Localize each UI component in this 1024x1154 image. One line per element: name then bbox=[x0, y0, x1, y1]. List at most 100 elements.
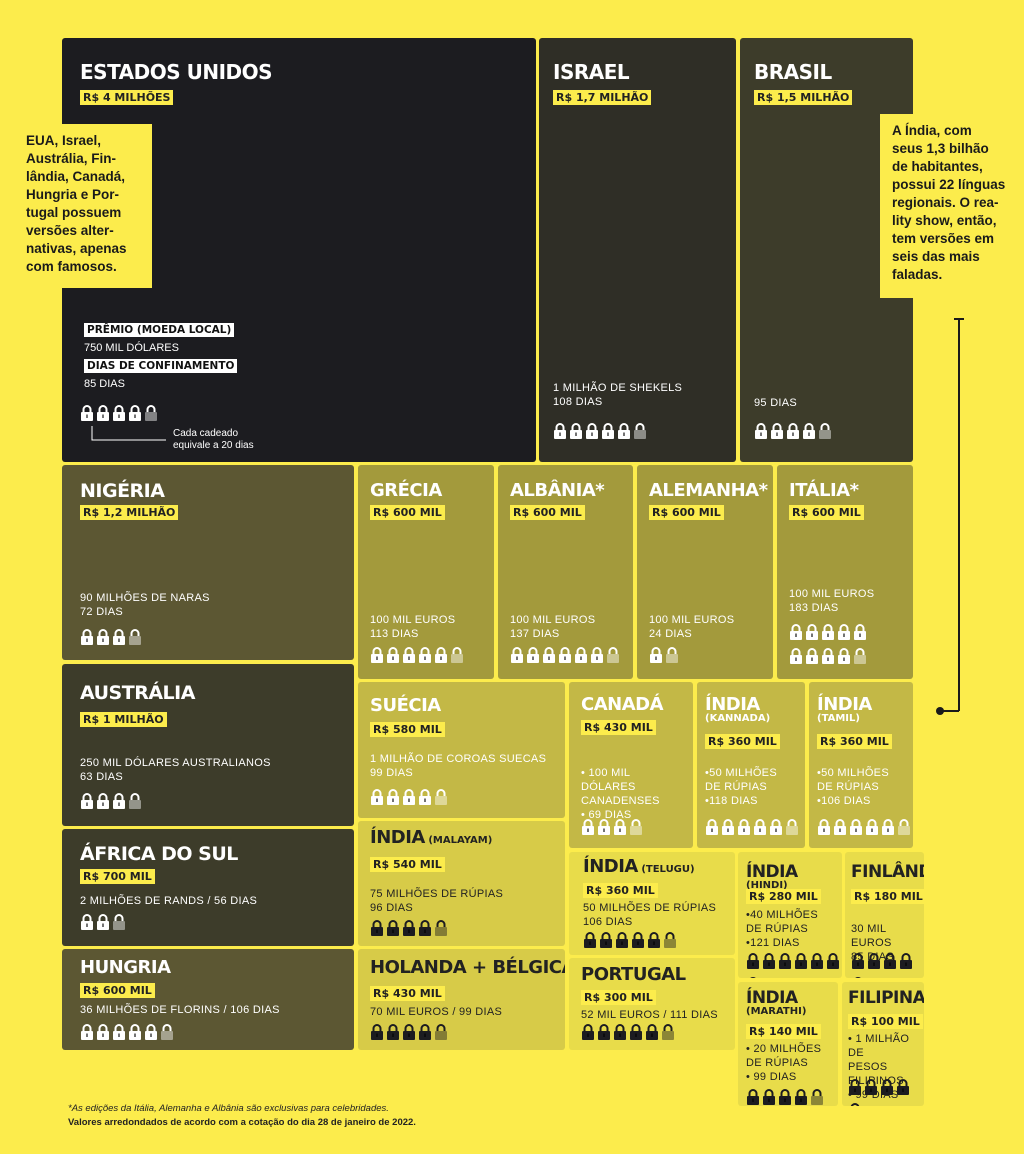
tile-india-kannada: ÍNDIA (KANNADA) R$ 360 MIL •50 MILHÕES DE RÚ… bbox=[697, 682, 805, 848]
detail-line: • 99 DIAS bbox=[746, 1071, 797, 1083]
lock-icon bbox=[746, 976, 760, 978]
lock-icon bbox=[770, 422, 784, 444]
lock-icon bbox=[633, 422, 647, 444]
lock-row bbox=[80, 913, 126, 935]
detail-line: 95 DIAS bbox=[754, 397, 798, 409]
note-line: nativas, apenas bbox=[26, 241, 127, 256]
lock-icon bbox=[880, 1078, 894, 1100]
lock-icon bbox=[867, 952, 881, 974]
lock-icon bbox=[762, 1088, 776, 1106]
lock-icon bbox=[833, 818, 847, 840]
lock-icon bbox=[896, 1078, 910, 1100]
lock-icon bbox=[80, 628, 94, 650]
language-label: (MALAYAM) bbox=[424, 835, 493, 846]
lock-icon bbox=[112, 913, 126, 935]
prize-badge: R$ 180 MIL bbox=[851, 889, 924, 904]
detail-line: • 69 DIAS bbox=[581, 809, 632, 821]
lock-icon bbox=[418, 1023, 432, 1045]
lock-row bbox=[370, 788, 448, 810]
detail-line: •50 MILHÕES bbox=[705, 767, 777, 779]
prize-badge: R$ 360 MIL bbox=[705, 734, 780, 749]
note-line: de habitantes, bbox=[892, 159, 983, 174]
lock-icon bbox=[810, 1088, 824, 1106]
lock-icon bbox=[613, 818, 627, 840]
lock-icon bbox=[746, 952, 760, 974]
tile-portugal: PORTUGAL R$ 300 MIL 52 MIL EUROS / 111 DIA… bbox=[569, 958, 735, 1050]
lock-icon bbox=[450, 646, 464, 668]
lock-row bbox=[649, 646, 679, 668]
prize-details: 100 MIL EUROS 24 DIAS bbox=[649, 613, 767, 641]
note-line: Hungria e Por- bbox=[26, 187, 120, 202]
lock-icon bbox=[789, 623, 803, 645]
lock-row bbox=[817, 818, 911, 840]
lock-icon bbox=[542, 646, 556, 668]
lock-icon bbox=[818, 422, 832, 444]
lock-icon bbox=[144, 1023, 158, 1045]
tile-holanda-belgica: HOLANDA + BÉLGICA R$ 430 MIL 70 MIL EUROS … bbox=[358, 949, 565, 1050]
tile-nigeria: NIGÉRIA R$ 1,2 MILHÃO 90 MILHÕES DE NARAS 7… bbox=[62, 465, 354, 660]
detail-line: 70 MIL EUROS / 99 DIAS bbox=[370, 1006, 503, 1018]
lock-icon bbox=[96, 913, 110, 935]
lock-row bbox=[80, 628, 142, 650]
prize-badge: R$ 600 MIL bbox=[789, 505, 864, 520]
lock-row bbox=[848, 1078, 924, 1106]
lock-icon bbox=[881, 818, 895, 840]
prize-badge: R$ 100 MIL bbox=[848, 1014, 923, 1029]
note-line: EUA, Israel, bbox=[26, 133, 102, 148]
prize-badge: R$ 600 MIL bbox=[80, 983, 155, 998]
language-label: (TAMIL) bbox=[817, 713, 860, 724]
tile-australia: AUSTRÁLIA R$ 1 MILHÃO 250 MIL DÓLARES AUST… bbox=[62, 664, 354, 826]
legend-label: DIAS DE CONFINAMENTO bbox=[84, 359, 238, 373]
note-line: tugal possuem bbox=[26, 205, 122, 220]
note-line: faladas. bbox=[892, 267, 943, 282]
tile-grecia: GRÉCIA R$ 600 MIL 100 MIL EUROS 113 DIAS bbox=[358, 465, 494, 679]
note-india-languages: A Índia, com seus 1,3 bilhão de habitant… bbox=[880, 114, 1024, 298]
note-line: equivale a 20 dias bbox=[173, 440, 254, 451]
lock-icon bbox=[785, 818, 799, 840]
detail-line: 183 DIAS bbox=[789, 602, 839, 614]
detail-line: • 20 MILHÕES bbox=[746, 1043, 822, 1055]
tile-albania: ALBÂNIA* R$ 600 MIL 100 MIL EUROS 137 DIAS bbox=[498, 465, 633, 679]
prize-badge: R$ 140 MIL bbox=[746, 1024, 821, 1039]
lock-icon bbox=[645, 1023, 659, 1045]
legend: PRÊMIO (MOEDA LOCAL) 750 MIL DÓLARES DIAS … bbox=[84, 321, 238, 393]
lock-row bbox=[746, 952, 842, 978]
lock-icon bbox=[80, 1023, 94, 1045]
detail-line: •118 DIAS bbox=[705, 795, 758, 807]
lock-icon bbox=[826, 952, 840, 974]
detail-line: 100 MIL EUROS bbox=[649, 614, 735, 626]
detail-line: 100 MIL EUROS bbox=[510, 614, 596, 626]
note-line: seus 1,3 bilhão bbox=[892, 141, 989, 156]
lock-icon bbox=[837, 647, 851, 669]
prize-details: •40 MILHÕES DE RÚPIAS •121 DIAS bbox=[746, 908, 836, 950]
country-name: HUNGRIA bbox=[80, 957, 171, 978]
lock-icon bbox=[851, 976, 865, 978]
detail-line: 250 MIL DÓLARES AUSTRALIANOS bbox=[80, 757, 271, 769]
detail-line: 113 DIAS bbox=[370, 628, 419, 640]
lock-icon bbox=[721, 818, 735, 840]
lock-icon bbox=[851, 952, 865, 974]
lock-icon bbox=[553, 422, 567, 444]
language-label: (TELUGU) bbox=[637, 864, 695, 875]
lock-icon bbox=[418, 919, 432, 941]
legend-label: PRÊMIO (MOEDA LOCAL) bbox=[84, 323, 235, 337]
lock-row bbox=[754, 422, 832, 444]
note-celebrity-versions: EUA, Israel, Austrália, Fin- lândia, Can… bbox=[16, 124, 152, 288]
lock-icon bbox=[96, 404, 110, 426]
country-name: PORTUGAL bbox=[581, 964, 686, 985]
detail-line: 106 DIAS bbox=[583, 916, 633, 928]
country-name: ÁFRICA DO SUL bbox=[80, 843, 238, 865]
country-name: HOLANDA + BÉLGICA bbox=[370, 957, 565, 978]
lock-icon bbox=[805, 647, 819, 669]
lock-icon bbox=[581, 1023, 595, 1045]
lock-icon bbox=[510, 646, 524, 668]
country-name: ÍNDIA (TAMIL) bbox=[817, 694, 872, 724]
tile-india-tamil: ÍNDIA (TAMIL) R$ 360 MIL •50 MILHÕES DE RÚPI… bbox=[809, 682, 913, 848]
lock-row bbox=[581, 1023, 675, 1045]
tile-israel: ISRAEL R$ 1,7 MILHÃO 1 MILHÃO DE SHEKELS 10… bbox=[539, 38, 736, 462]
detail-line: 75 MILHÕES DE RÚPIAS bbox=[370, 888, 504, 900]
lock-row bbox=[80, 404, 158, 426]
prize-badge: R$ 360 MIL bbox=[817, 734, 892, 749]
lock-icon bbox=[837, 623, 851, 645]
lock-icon bbox=[848, 1078, 862, 1100]
